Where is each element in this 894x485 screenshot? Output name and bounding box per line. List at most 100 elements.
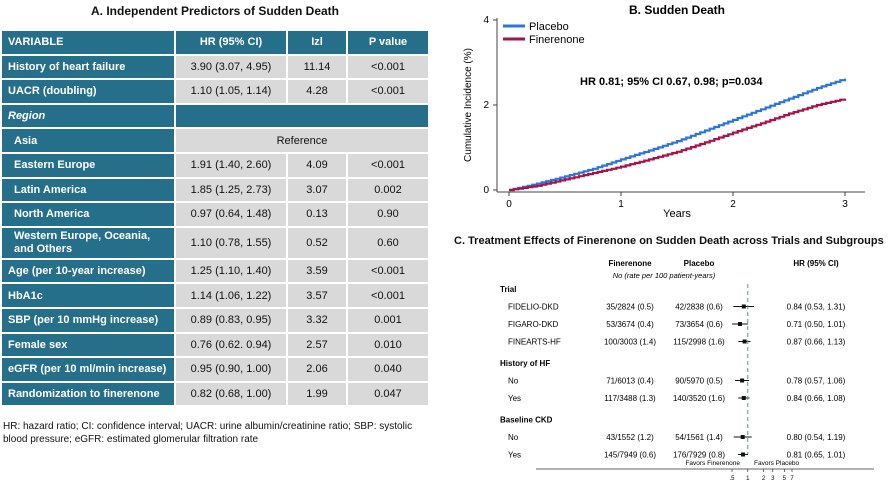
placebo-count: 115/2998 (1.6) (673, 338, 725, 347)
table-row: eGFR (per 10 ml/min increase) 0.95 (0.90… (2, 358, 430, 381)
group-label: Baseline CKD (500, 416, 553, 425)
row-variable: Female sex (2, 333, 176, 357)
x-tick-label: 3 (842, 199, 848, 210)
series-line-finerenone (509, 98, 847, 192)
finerenone-count: 35/2824 (0.5) (606, 303, 654, 312)
row-p: 0.60 (348, 227, 430, 258)
table-row: HbA1c 1.14 (1.06, 1.22) 3.57 <0.001 (2, 284, 430, 307)
row-p: <0.001 (348, 153, 430, 177)
row-z: 3.32 (288, 308, 348, 332)
hr-annotation: HR 0.81; 95% CI 0.67, 0.98; p=0.034 (580, 76, 763, 88)
forest-tick-label: 7 (790, 476, 794, 482)
hr-value: 0.84 (0.53, 1.31) (787, 303, 846, 312)
forest-tick-label: 2 (762, 476, 766, 482)
subgroup-label: No (508, 377, 519, 386)
subgroup-label: Yes (508, 451, 521, 460)
row-p: <0.001 (348, 80, 430, 103)
hr-value: 0.78 (0.57, 1.06) (787, 377, 846, 386)
table-row: SBP (per 10 mmHg increase) 0.89 (0.83, 0… (2, 308, 430, 332)
y-tick-label: 2 (483, 100, 489, 111)
table-row: History of heart failure 3.90 (3.07, 4.9… (2, 55, 430, 79)
legend-label-placebo: Placebo (529, 21, 569, 33)
row-variable: Western Europe, Oceania, and Others (2, 227, 176, 258)
subgroup-label: FINEARTS-HF (508, 338, 561, 347)
placebo-count: 54/1561 (1.4) (675, 433, 723, 442)
row-variable: SBP (per 10 mmHg increase) (2, 308, 176, 332)
col-header-finerenone: Finerenone (608, 259, 652, 268)
table-row: Age (per 10-year increase) 1.25 (1.10, 1… (2, 259, 430, 283)
row-hr: 0.82 (0.68, 1.00) (176, 382, 288, 406)
hr-point (741, 304, 746, 309)
chart-b-title: B. Sudden Death (629, 3, 725, 17)
row-p: 0.010 (348, 333, 430, 357)
header-variable: VARIABLE (2, 31, 176, 54)
row-variable: Age (per 10-year increase) (2, 259, 176, 283)
row-z: 1.99 (288, 382, 348, 406)
group-label: Trial (500, 285, 516, 294)
favors-finerenone-label: Favors Finerenone (685, 460, 740, 467)
finerenone-count: 100/3003 (1.4) (604, 338, 656, 347)
row-p: <0.001 (348, 284, 430, 307)
forest-tick-label: 3 (771, 476, 775, 482)
row-hr: 3.90 (3.07, 4.95) (176, 55, 288, 79)
row-hr: 0.76 (0.62. 0.94) (176, 333, 288, 357)
rate-note: No (rate per 100 patient-years) (613, 271, 716, 280)
row-variable: Asia (2, 129, 176, 152)
row-hr: 1.14 (1.06, 1.22) (176, 284, 288, 307)
hr-value: 0.84 (0.66, 1.08) (787, 394, 846, 403)
row-z: 3.57 (288, 284, 348, 307)
row-p: 0.90 (348, 203, 430, 226)
row-z: 2.06 (288, 358, 348, 381)
row-hr: 1.25 (1.10, 1.40) (176, 259, 288, 283)
placebo-count: 42/2838 (0.6) (675, 303, 723, 312)
subgroup-label: No (508, 433, 519, 442)
row-hr: 0.95 (0.90, 1.00) (176, 358, 288, 381)
y-tick-label: 0 (483, 185, 489, 196)
hr-value: 0.71 (0.50, 1.01) (787, 320, 846, 329)
row-variable: HbA1c (2, 284, 176, 307)
header-hr: HR (95% CI) (176, 31, 288, 54)
row-hr: 1.10 (1.05, 1.14) (176, 80, 288, 103)
col-header-placebo: Placebo (684, 259, 715, 268)
chart-legend: Placebo Finerenone (503, 21, 585, 46)
favors-placebo-label: Favors Placebo (754, 460, 800, 467)
hr-value: 0.81 (0.65, 1.01) (787, 451, 846, 460)
header-p: P value (348, 31, 430, 54)
table-row: Eastern Europe 1.91 (1.40, 2.60) 4.09 <0… (2, 153, 430, 177)
hr-point (740, 435, 745, 439)
region-label: Region (2, 104, 176, 128)
row-z: 11.14 (288, 55, 348, 79)
panel-a-title: A. Independent Predictors of Sudden Deat… (90, 4, 340, 18)
table-footnote: HR: hazard ratio; CI: confidence interva… (3, 421, 413, 445)
table-row: Western Europe, Oceania, and Others 1.10… (2, 227, 430, 258)
forest-plot: Finerenone Placebo HR (95% CI) No (rate … (500, 259, 874, 482)
row-hr: 1.85 (1.25, 2.73) (176, 178, 288, 202)
table-row: North America 0.97 (0.64, 1.48) 0.13 0.9… (2, 203, 430, 226)
region-fill (176, 104, 430, 128)
hr-point (740, 452, 745, 457)
hr-value: 0.87 (0.66, 1.13) (787, 338, 846, 347)
placebo-count: 90/5970 (0.5) (675, 377, 723, 386)
row-variable: Latin America (2, 178, 176, 202)
row-z: 3.07 (288, 178, 348, 202)
row-p: 0.040 (348, 358, 430, 381)
row-z: 3.59 (288, 259, 348, 283)
finerenone-count: 43/1552 (1.2) (606, 433, 654, 442)
forest-tick-label: 1 (746, 476, 750, 482)
row-p: <0.001 (348, 55, 430, 79)
row-hr: 0.97 (0.64, 1.48) (176, 203, 288, 226)
x-axis-label: Years (663, 208, 691, 220)
x-tick-label: 1 (618, 199, 624, 210)
hr-point (741, 396, 746, 400)
row-p: 0.047 (348, 382, 430, 406)
row-variable: UACR (doubling) (2, 80, 176, 103)
y-axis-label: Cumulative Incidence (%) (463, 48, 474, 162)
x-tick-label: 2 (730, 199, 736, 210)
sudden-death-chart: B. Sudden Death Cumulative Incidence (%)… (463, 3, 865, 220)
panel-c-title: C. Treatment Effects of Finerenone on Su… (454, 235, 884, 247)
row-p: 0.002 (348, 178, 430, 202)
subgroup-label: FIGARO-DKD (508, 320, 558, 329)
row-hr: 0.89 (0.83, 0.95) (176, 308, 288, 332)
table-row: Asia Reference (2, 129, 430, 152)
region-row: Region (2, 104, 430, 128)
